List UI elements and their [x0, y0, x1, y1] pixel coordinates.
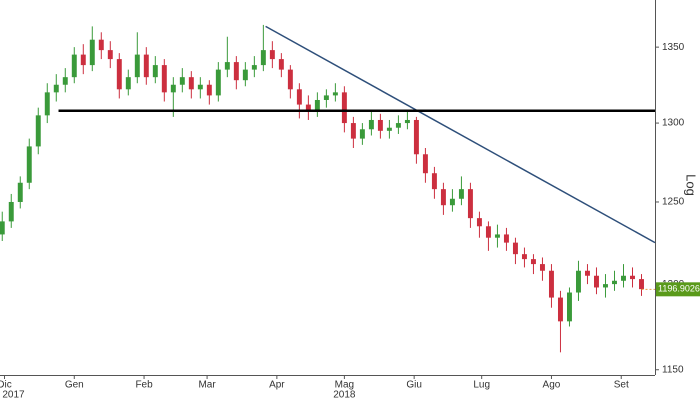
candle-body [440, 189, 446, 206]
candle-body [612, 280, 617, 285]
x-tick-label: Feb [135, 380, 153, 391]
x-tick-label: Set [614, 380, 629, 391]
candle-body [341, 92, 347, 124]
y-tick-label: 1300 [662, 118, 685, 129]
x-tick-label: Ago [543, 380, 561, 391]
candle-body [260, 50, 266, 66]
candle-body [404, 119, 410, 124]
candle-body [548, 270, 554, 298]
candle-body [206, 84, 212, 96]
candle-body [630, 275, 635, 280]
last-price-box [656, 282, 700, 297]
candle-body [35, 115, 41, 147]
x-tick-label: Mag [335, 380, 354, 391]
candle-body [521, 254, 527, 260]
x-tick-label: Apr [269, 380, 285, 391]
candle-body [458, 189, 464, 199]
candle-body [422, 154, 428, 174]
year-label: 2017 [2, 390, 25, 400]
candle-body [116, 59, 122, 90]
x-tick-label: Lug [473, 380, 490, 391]
candle-body [224, 62, 230, 70]
candle-body [639, 279, 644, 290]
x-tick-label: Gen [65, 380, 84, 391]
candle-body [332, 92, 338, 96]
candle-body [305, 104, 311, 111]
candle-body [368, 119, 374, 130]
candle-body [413, 119, 419, 155]
candle-body [242, 69, 248, 81]
candle-body [503, 234, 509, 243]
candle-body [125, 77, 131, 90]
candle-body [494, 234, 500, 238]
candle-body [53, 84, 59, 93]
x-tick-label: Giu [406, 380, 422, 391]
candle-body [557, 297, 563, 322]
candle-body [215, 69, 221, 96]
candle-body [8, 201, 14, 222]
candle-body [197, 84, 203, 90]
candle-body [278, 59, 284, 70]
candle-body [17, 182, 23, 202]
candle-body [485, 226, 491, 238]
candle-body [449, 198, 455, 206]
candle-body [161, 65, 167, 93]
candle-body [134, 54, 140, 78]
candle-body [143, 54, 149, 78]
candle-body [476, 218, 482, 227]
candle-body [512, 242, 518, 255]
candle-body [179, 77, 185, 85]
candle-body [395, 123, 401, 128]
candle-body [377, 119, 383, 131]
candle-body [251, 65, 257, 70]
candle-body [359, 129, 365, 139]
candle-body [188, 77, 194, 90]
candle-body [152, 65, 158, 78]
candle-body [0, 221, 5, 235]
candle-body [98, 39, 104, 51]
candle-body [170, 84, 176, 93]
candle-body [566, 292, 572, 322]
x-tick-label: Mar [198, 380, 216, 391]
candle-body [107, 50, 113, 60]
candle-body [431, 173, 437, 190]
candle-body [80, 54, 86, 66]
candle-body [467, 189, 473, 219]
year-label: 2018 [333, 390, 356, 400]
candle-body [314, 99, 320, 111]
candle-body [603, 284, 608, 288]
candle-body [71, 54, 77, 78]
candle-body [539, 264, 545, 271]
last-price-label: 1196.9026 [658, 284, 700, 294]
x-tick-label: Dic [0, 380, 12, 391]
candle-body [26, 146, 32, 183]
candle-body [89, 39, 95, 66]
candle-body [584, 270, 590, 276]
candle-body [233, 62, 239, 81]
candle-body [287, 69, 293, 90]
candle-body [621, 275, 626, 281]
axis-label: Log [684, 174, 699, 196]
y-tick-label: 1250 [662, 197, 685, 208]
y-tick-label: 1350 [662, 42, 685, 53]
candle-body [575, 270, 581, 293]
candle-body [594, 275, 599, 288]
candle-body [44, 92, 50, 116]
candle-body [269, 50, 275, 60]
candle-body [323, 95, 329, 100]
candle-body [386, 127, 392, 131]
candle-body [62, 77, 68, 85]
trend-line [265, 25, 656, 244]
candle-body [530, 259, 536, 265]
y-tick-label: 1150 [662, 364, 684, 375]
candle-body [296, 89, 302, 105]
candle-body [350, 123, 356, 139]
